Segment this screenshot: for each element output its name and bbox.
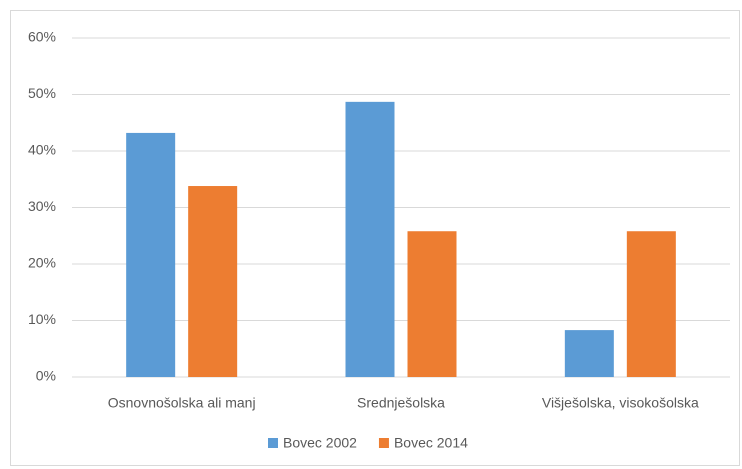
y-tick-label: 60% <box>28 29 56 45</box>
bar <box>626 231 676 377</box>
x-tick-label: Osnovnošolska ali manj <box>108 395 256 411</box>
bar <box>407 231 457 377</box>
bar <box>188 186 238 377</box>
x-tick-label: Srednješolska <box>357 395 445 411</box>
bar <box>564 330 614 377</box>
y-tick-label: 0% <box>36 368 56 384</box>
y-tick-label: 40% <box>28 142 56 158</box>
y-tick-label: 30% <box>28 198 56 214</box>
y-tick-label: 50% <box>28 85 56 101</box>
legend-label: Bovec 2002 <box>283 435 357 451</box>
x-tick-label: Višješolska, visokošolska <box>542 395 699 411</box>
y-tick-label: 10% <box>28 311 56 327</box>
legend-swatch <box>268 438 278 448</box>
y-tick-label: 20% <box>28 255 56 271</box>
legend-label: Bovec 2014 <box>394 435 468 451</box>
legend-swatch <box>378 438 389 448</box>
bar <box>126 132 176 377</box>
bar <box>345 101 395 377</box>
